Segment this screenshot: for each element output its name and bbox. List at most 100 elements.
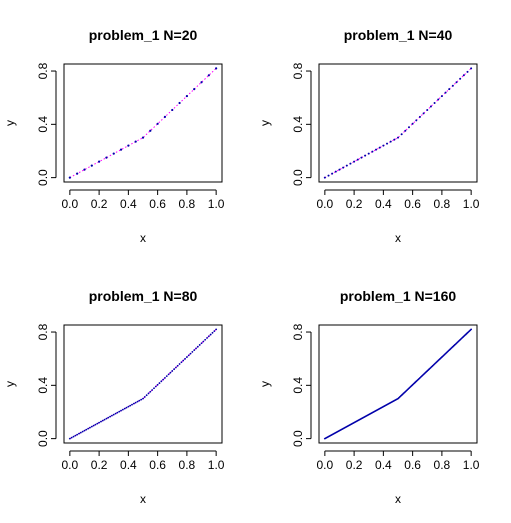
series-point bbox=[83, 429, 86, 432]
x-tick-label: 0.4 bbox=[375, 197, 392, 211]
panel-4: problem_1 N=160 0.0 0.2 0.4 0.6 0.8 1.0 0.0 0.4 0… bbox=[258, 288, 480, 506]
series-point bbox=[397, 136, 399, 139]
series-point bbox=[127, 405, 130, 408]
series-point bbox=[451, 84, 454, 87]
series-point bbox=[178, 101, 181, 105]
series-point bbox=[134, 140, 137, 143]
series-point bbox=[466, 70, 469, 73]
series-point bbox=[164, 376, 166, 379]
series-point bbox=[415, 119, 418, 122]
y-axis-label: y bbox=[258, 381, 272, 387]
x-tick-label: 0.6 bbox=[149, 197, 166, 211]
series-point bbox=[167, 373, 170, 376]
series-point bbox=[118, 410, 121, 413]
y-tick-label: 0.0 bbox=[36, 430, 50, 447]
series-point bbox=[462, 74, 465, 77]
series-point bbox=[353, 160, 356, 163]
series-point bbox=[120, 409, 122, 412]
series-point bbox=[185, 356, 188, 358]
series-point bbox=[455, 81, 458, 84]
series-point bbox=[334, 170, 337, 173]
series-point bbox=[145, 394, 148, 397]
series-point bbox=[215, 328, 218, 331]
series-point bbox=[90, 164, 93, 167]
series-point bbox=[85, 428, 88, 431]
series-point bbox=[125, 406, 128, 409]
series-point bbox=[191, 350, 194, 353]
series-point bbox=[356, 158, 359, 161]
series-point bbox=[127, 144, 130, 147]
series-point bbox=[149, 390, 152, 393]
series-point bbox=[407, 126, 410, 129]
x-tick-label: 0.0 bbox=[317, 458, 334, 472]
series-point bbox=[121, 408, 124, 411]
series-point bbox=[323, 176, 326, 179]
x-tick-label: 0.6 bbox=[149, 458, 166, 472]
series-point bbox=[112, 152, 115, 155]
series-point bbox=[123, 407, 126, 410]
panel-3: problem_1 N=80 0.0 0.2 0.4 0.6 0.8 1.0 0.0 0.4 0.… bbox=[3, 288, 225, 506]
series-point bbox=[136, 400, 139, 403]
series-point bbox=[448, 88, 451, 91]
series-point bbox=[132, 402, 135, 405]
series-point bbox=[153, 387, 155, 390]
panel-title: problem_1 N=40 bbox=[344, 27, 453, 43]
panel-title: problem_1 N=20 bbox=[89, 27, 198, 43]
series-point bbox=[171, 108, 174, 112]
y-tick-label: 0.4 bbox=[36, 116, 50, 133]
panel-1: problem_1 N=20 0.0 0.2 0.4 0.6 0.8 1.0 0.0 0.4 0.… bbox=[3, 27, 225, 245]
x-axis-label: x bbox=[140, 231, 146, 245]
series-point bbox=[187, 354, 190, 357]
y-tick-label: 0.4 bbox=[36, 377, 50, 394]
series-point bbox=[105, 156, 108, 159]
y-axis-label: y bbox=[3, 381, 17, 387]
series-point bbox=[382, 144, 385, 147]
series-point bbox=[98, 160, 101, 163]
series-point bbox=[378, 146, 381, 149]
series-point bbox=[76, 433, 79, 436]
series-point bbox=[178, 363, 181, 365]
series-point bbox=[156, 122, 159, 125]
series-point bbox=[165, 375, 168, 378]
y-tick-label: 0.8 bbox=[36, 323, 50, 340]
x-tick-label: 0.8 bbox=[434, 197, 451, 211]
series-point bbox=[338, 168, 341, 171]
series-point bbox=[367, 152, 370, 155]
series-point bbox=[393, 138, 396, 141]
series-point bbox=[213, 330, 216, 333]
series-point bbox=[140, 398, 143, 401]
series-point bbox=[386, 142, 389, 145]
series-point bbox=[422, 112, 425, 115]
series-point bbox=[131, 403, 133, 406]
series-point bbox=[211, 331, 214, 334]
series-point bbox=[147, 392, 150, 395]
series-point bbox=[100, 420, 102, 423]
panel-2: problem_1 N=40 0.0 0.2 0.4 0.6 0.8 1.0 0.0 0.4 0.… bbox=[258, 27, 480, 245]
series-exact-line bbox=[324, 329, 472, 440]
series-point bbox=[111, 414, 113, 417]
y-tick-label: 0.0 bbox=[291, 430, 305, 447]
y-tick-label: 0.0 bbox=[291, 169, 305, 186]
series-point bbox=[364, 154, 367, 157]
series-point bbox=[74, 434, 77, 437]
y-tick-label: 0.4 bbox=[291, 377, 305, 394]
x-tick-label: 1.0 bbox=[208, 458, 225, 472]
series-point bbox=[154, 385, 157, 388]
series-point bbox=[180, 361, 183, 364]
x-axis-label: x bbox=[140, 492, 146, 506]
series-point bbox=[141, 136, 145, 139]
series-point bbox=[171, 370, 174, 372]
series-point bbox=[68, 437, 71, 440]
series-point bbox=[182, 359, 185, 362]
series-point bbox=[112, 413, 115, 416]
plot-frame bbox=[318, 63, 478, 183]
series-point bbox=[193, 88, 196, 91]
series-point bbox=[459, 77, 462, 80]
series-point bbox=[79, 431, 82, 434]
x-tick-label: 0.4 bbox=[375, 458, 392, 472]
series-point bbox=[94, 423, 97, 426]
series-point bbox=[433, 102, 436, 105]
plot-frame bbox=[318, 324, 478, 444]
x-tick-label: 0.2 bbox=[91, 458, 108, 472]
series-point bbox=[138, 399, 141, 402]
